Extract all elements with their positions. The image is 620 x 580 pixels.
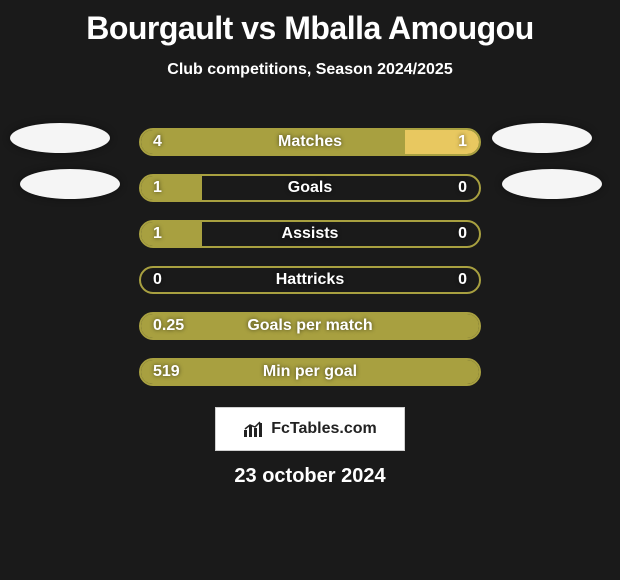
stat-row: 519 Min per goal — [0, 349, 620, 395]
stat-value-right: 0 — [458, 179, 467, 197]
bar-right-fill — [405, 130, 479, 154]
stat-value-right: 0 — [458, 271, 467, 289]
stat-value-left: 1 — [153, 179, 162, 197]
stat-bar: 0.25 Goals per match — [139, 312, 481, 340]
player-avatar-placeholder — [502, 169, 602, 199]
stat-bar: 0 Hattricks 0 — [139, 266, 481, 294]
player-avatar-placeholder — [492, 123, 592, 153]
stat-value-left: 4 — [153, 133, 162, 151]
stat-label: Matches — [278, 133, 342, 151]
stat-label: Goals per match — [247, 317, 372, 335]
stat-value-right: 0 — [458, 225, 467, 243]
player-avatar-placeholder — [20, 169, 120, 199]
stat-label: Hattricks — [276, 271, 344, 289]
bar-left-fill — [141, 176, 202, 200]
stat-value-left: 0 — [153, 271, 162, 289]
subtitle: Club competitions, Season 2024/2025 — [0, 61, 620, 79]
stat-label: Assists — [282, 225, 339, 243]
stat-row: 1 Assists 0 — [0, 211, 620, 257]
stat-label: Min per goal — [263, 363, 357, 381]
stat-row: 0 Hattricks 0 — [0, 257, 620, 303]
stat-value-left: 1 — [153, 225, 162, 243]
bar-left-fill — [141, 130, 405, 154]
page-title: Bourgault vs Mballa Amougou — [0, 0, 620, 47]
chart-icon — [243, 420, 265, 438]
stat-bar: 4 Matches 1 — [139, 128, 481, 156]
player-avatar-placeholder — [10, 123, 110, 153]
stat-value-left: 519 — [153, 363, 180, 381]
logo-text: FcTables.com — [271, 420, 377, 438]
stat-bar: 1 Goals 0 — [139, 174, 481, 202]
stat-value-left: 0.25 — [153, 317, 184, 335]
bar-left-fill — [141, 222, 202, 246]
logo-badge[interactable]: FcTables.com — [215, 407, 405, 451]
stat-bar: 1 Assists 0 — [139, 220, 481, 248]
date-label: 23 october 2024 — [0, 465, 620, 488]
stats-area: 4 Matches 1 1 Goals 0 1 Assists 0 0 Hattricks 0 0.25… — [0, 119, 620, 395]
stat-value-right: 1 — [458, 133, 467, 151]
stat-bar: 519 Min per goal — [139, 358, 481, 386]
stat-row: 0.25 Goals per match — [0, 303, 620, 349]
stat-label: Goals — [288, 179, 332, 197]
